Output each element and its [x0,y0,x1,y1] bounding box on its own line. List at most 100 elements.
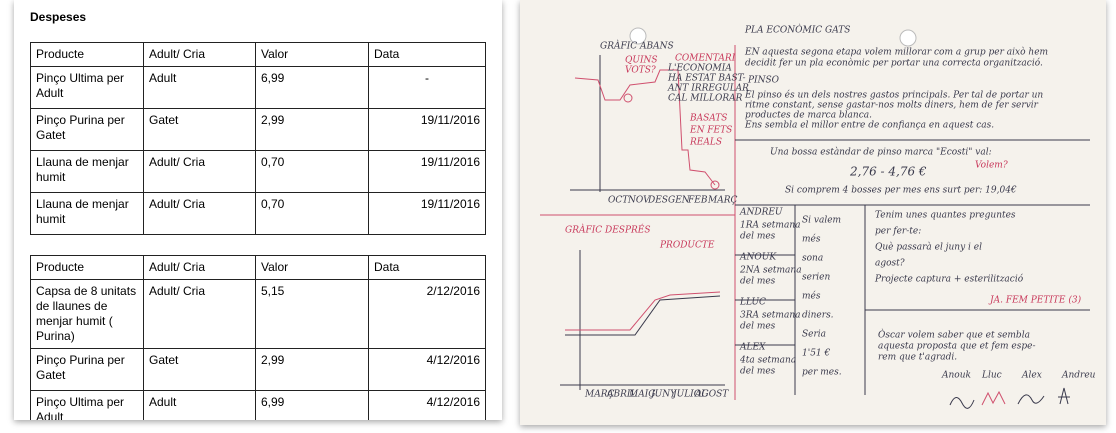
graph-before [570,55,725,192]
worth-text: Seria [802,330,826,340]
table-cell: Adult/ Cria [143,255,256,280]
signer-name: Anouk [941,371,971,381]
graph-after [560,250,725,390]
graph-title: GRÀFIC ABANS [600,40,674,52]
table-cell: Llauna de menjar humit [30,150,144,193]
graph-note: REALS [689,138,722,148]
table-cell: Data [368,42,486,67]
table-row: Pinço Ultima per Adult Adult 6,99- [30,66,486,109]
table-cell: Pinço Purina per Gatet [30,108,144,151]
bag-price: 2,76 - 4,76 € [849,165,927,179]
week-text: del mes [740,277,776,287]
table-row: Capsa de 8 unitats de llaunes de menjar … [30,279,486,349]
month-label: JULIOL [671,390,707,400]
table-cell: Adult/ Cria [143,192,256,235]
month-label: MARÇ [584,390,614,400]
table-cell: Data [368,255,486,280]
table-cell: Adult/ Cria [143,279,256,349]
week-text: 1RA setmana [740,221,801,231]
graph-note: L'ECONOMIA [667,64,732,74]
week-name: ALEX [739,343,766,353]
pinso-text: El pinso és un dels nostres gastos princ… [744,90,1043,101]
worth-text: per mes. [802,368,842,378]
graph-note: QUINS [625,56,658,66]
signer-name: Alex [1021,371,1042,381]
worth-text: 1'51 € [802,349,831,359]
week-name: LLUC [739,298,766,308]
page-rules [540,45,1090,400]
graph-note: PRODUCTE [659,241,715,251]
bag-text: Si comprem 4 bosses per mes ens surt per… [785,186,1017,196]
table-cell: 4/12/2016 [368,390,486,420]
closing-text: aquesta proposta que et fem espe- [878,342,1036,352]
month-label: ABRIL [606,390,636,400]
table-cell: - [368,66,486,109]
table-cell: 19/11/2016 [368,108,486,151]
week-text: del mes [740,322,776,332]
week-text: 3RA setmana [740,311,801,321]
month-label: MAIG [628,390,655,400]
table-cell: 4/12/2016 [368,348,486,391]
table-row: Pinço Purina per Gatet Gatet 2,99 4/12/2016 [30,348,486,391]
table-cell: 0,70 [255,150,369,193]
month-label: JUNY [649,390,677,400]
question-text: Projecte captura + esterilització [874,274,1024,285]
week-text: 2NA setmana [739,266,802,276]
worth-text: serien [802,273,830,283]
table-cell: 0,70 [255,192,369,235]
week-text: del mes [740,367,776,377]
worth-text: Si valem [802,216,841,226]
table-cell: Pinço Purina per Gatet [30,348,144,391]
expense-table: Producte Adult/ Cria Valor Data Capsa de 8 u… [30,255,486,420]
graph-note: ANT IRREGULAR [667,84,749,94]
graph-note: BASATS [689,114,727,124]
section-title: PINSO [747,76,780,86]
question-text: agost? [875,259,905,269]
graph-note: HA ESTAT BAST- [667,74,746,84]
table-cell: 2/12/2016 [368,279,486,349]
table-cell: 5,15 [255,279,369,349]
bag-note: Volem? [975,161,1008,171]
binder-hole [899,29,917,47]
intro-text: decidit fer un pla econòmic per portar u… [745,58,1043,69]
pinso-text: ritme constant, sense gastar-nos molts d… [745,101,1039,111]
table-cell: Adult [143,66,256,109]
week-text: del mes [740,232,776,242]
question-text: Què passarà el juny i el [875,242,982,253]
signer-name: Lluc [981,371,1002,381]
table-header: Producte Adult/ Cria Valor Data [30,42,486,67]
closing-text: Òscar volem saber que et sembla [878,329,1030,341]
month-label: DES [647,196,668,206]
signer-name: Andreu [1061,371,1096,381]
notebook-title: PLA ECONÒMIC GATS [744,24,850,36]
table-cell: Capsa de 8 unitats de llaunes de menjar … [30,279,144,349]
graph-note: COMENTARI [675,54,736,64]
table-row: Llauna de menjar humit Adult/ Cria 0,70 19/… [30,192,486,235]
week-name: ANDREU [739,208,783,218]
notebook-photo: PLA ECONÒMIC GATS GRÀFIC ABANS QUINS VOTS? C… [520,0,1106,425]
table-cell: 2,99 [255,108,369,151]
table-cell: Adult/ Cria [143,42,256,67]
table-cell: Producte [30,42,144,67]
graph-note: VOTS? [625,66,656,76]
table-cell: 19/11/2016 [368,192,486,235]
graph-note: CAL MILLORAR [668,94,743,104]
document-title: Despeses [30,10,87,24]
worth-text: diners. [802,311,834,321]
week-name: ANOUK [739,253,777,263]
month-label: FEB [687,196,708,206]
question-text: Tenim unes quantes preguntes [875,211,1016,221]
month-label: NOV [627,196,651,206]
question-text: per fer-te: [875,227,921,237]
worth-text: més [802,234,821,245]
worth-text: sona [802,254,823,264]
month-label: AGOST [694,390,729,400]
table-header: Producte Adult/ Cria Valor Data [30,255,486,280]
table-cell: Pinço Ultima per Adult [30,66,144,109]
binder-hole [629,27,647,45]
intro-text: EN aquesta segona etapa volem millorar c… [744,47,1048,58]
table-cell: Pinço Ultima per Adult [30,390,144,420]
table-cell: Gatet [143,108,256,151]
